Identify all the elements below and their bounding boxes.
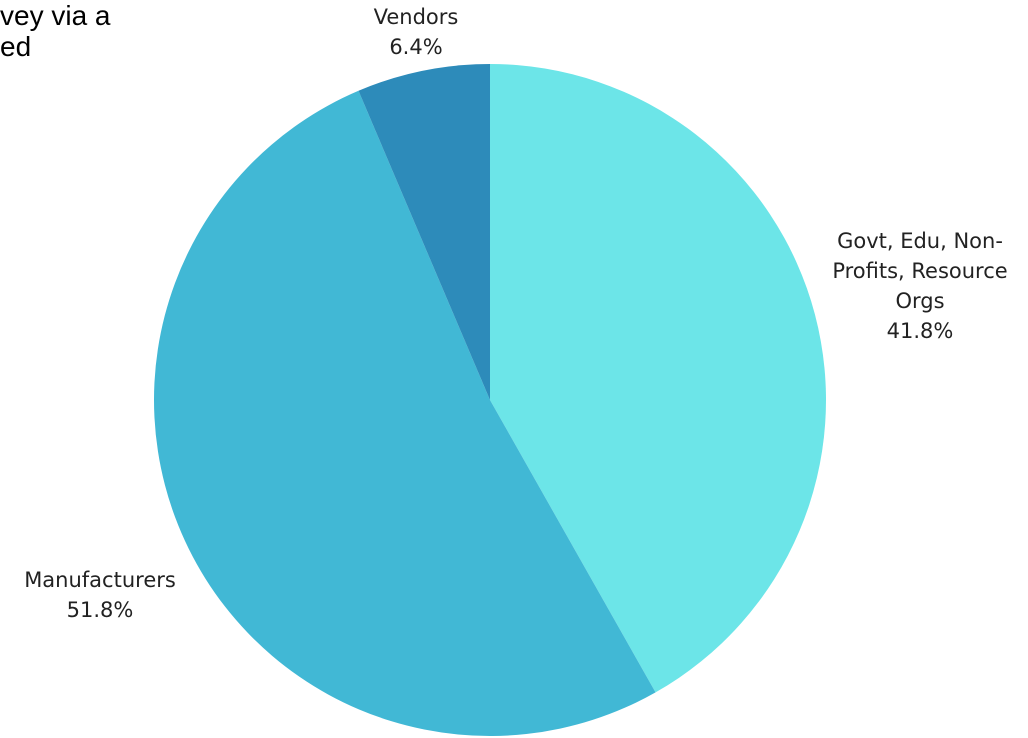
slice-label-vendors: Vendors 6.4%	[316, 2, 516, 62]
slice-label-line: Profits, Resource	[832, 259, 1008, 283]
slice-label-govt-edu-nonprofits: Govt, Edu, Non- Profits, Resource Orgs 4…	[810, 226, 1028, 346]
pie-slice-manufacturers	[154, 90, 656, 736]
slice-label-line: Orgs	[895, 289, 945, 313]
slice-label-line: Govt, Edu, Non-	[837, 229, 1003, 253]
slice-label-line: Manufacturers	[24, 568, 176, 592]
slice-label-line: Vendors	[373, 5, 459, 29]
slice-value-label: 41.8%	[886, 319, 954, 343]
slice-value-label: 51.8%	[66, 598, 134, 622]
pie-slice-govt-edu-non-profits-resource-orgs	[490, 64, 826, 693]
partial-background-text: vey via a ed	[0, 0, 220, 62]
pie-slice-vendors	[358, 64, 490, 400]
slice-value-label: 6.4%	[389, 35, 443, 59]
background-text-line: vey via a	[0, 0, 111, 31]
background-text-line: ed	[0, 31, 32, 62]
slice-label-manufacturers: Manufacturers 51.8%	[0, 565, 210, 625]
